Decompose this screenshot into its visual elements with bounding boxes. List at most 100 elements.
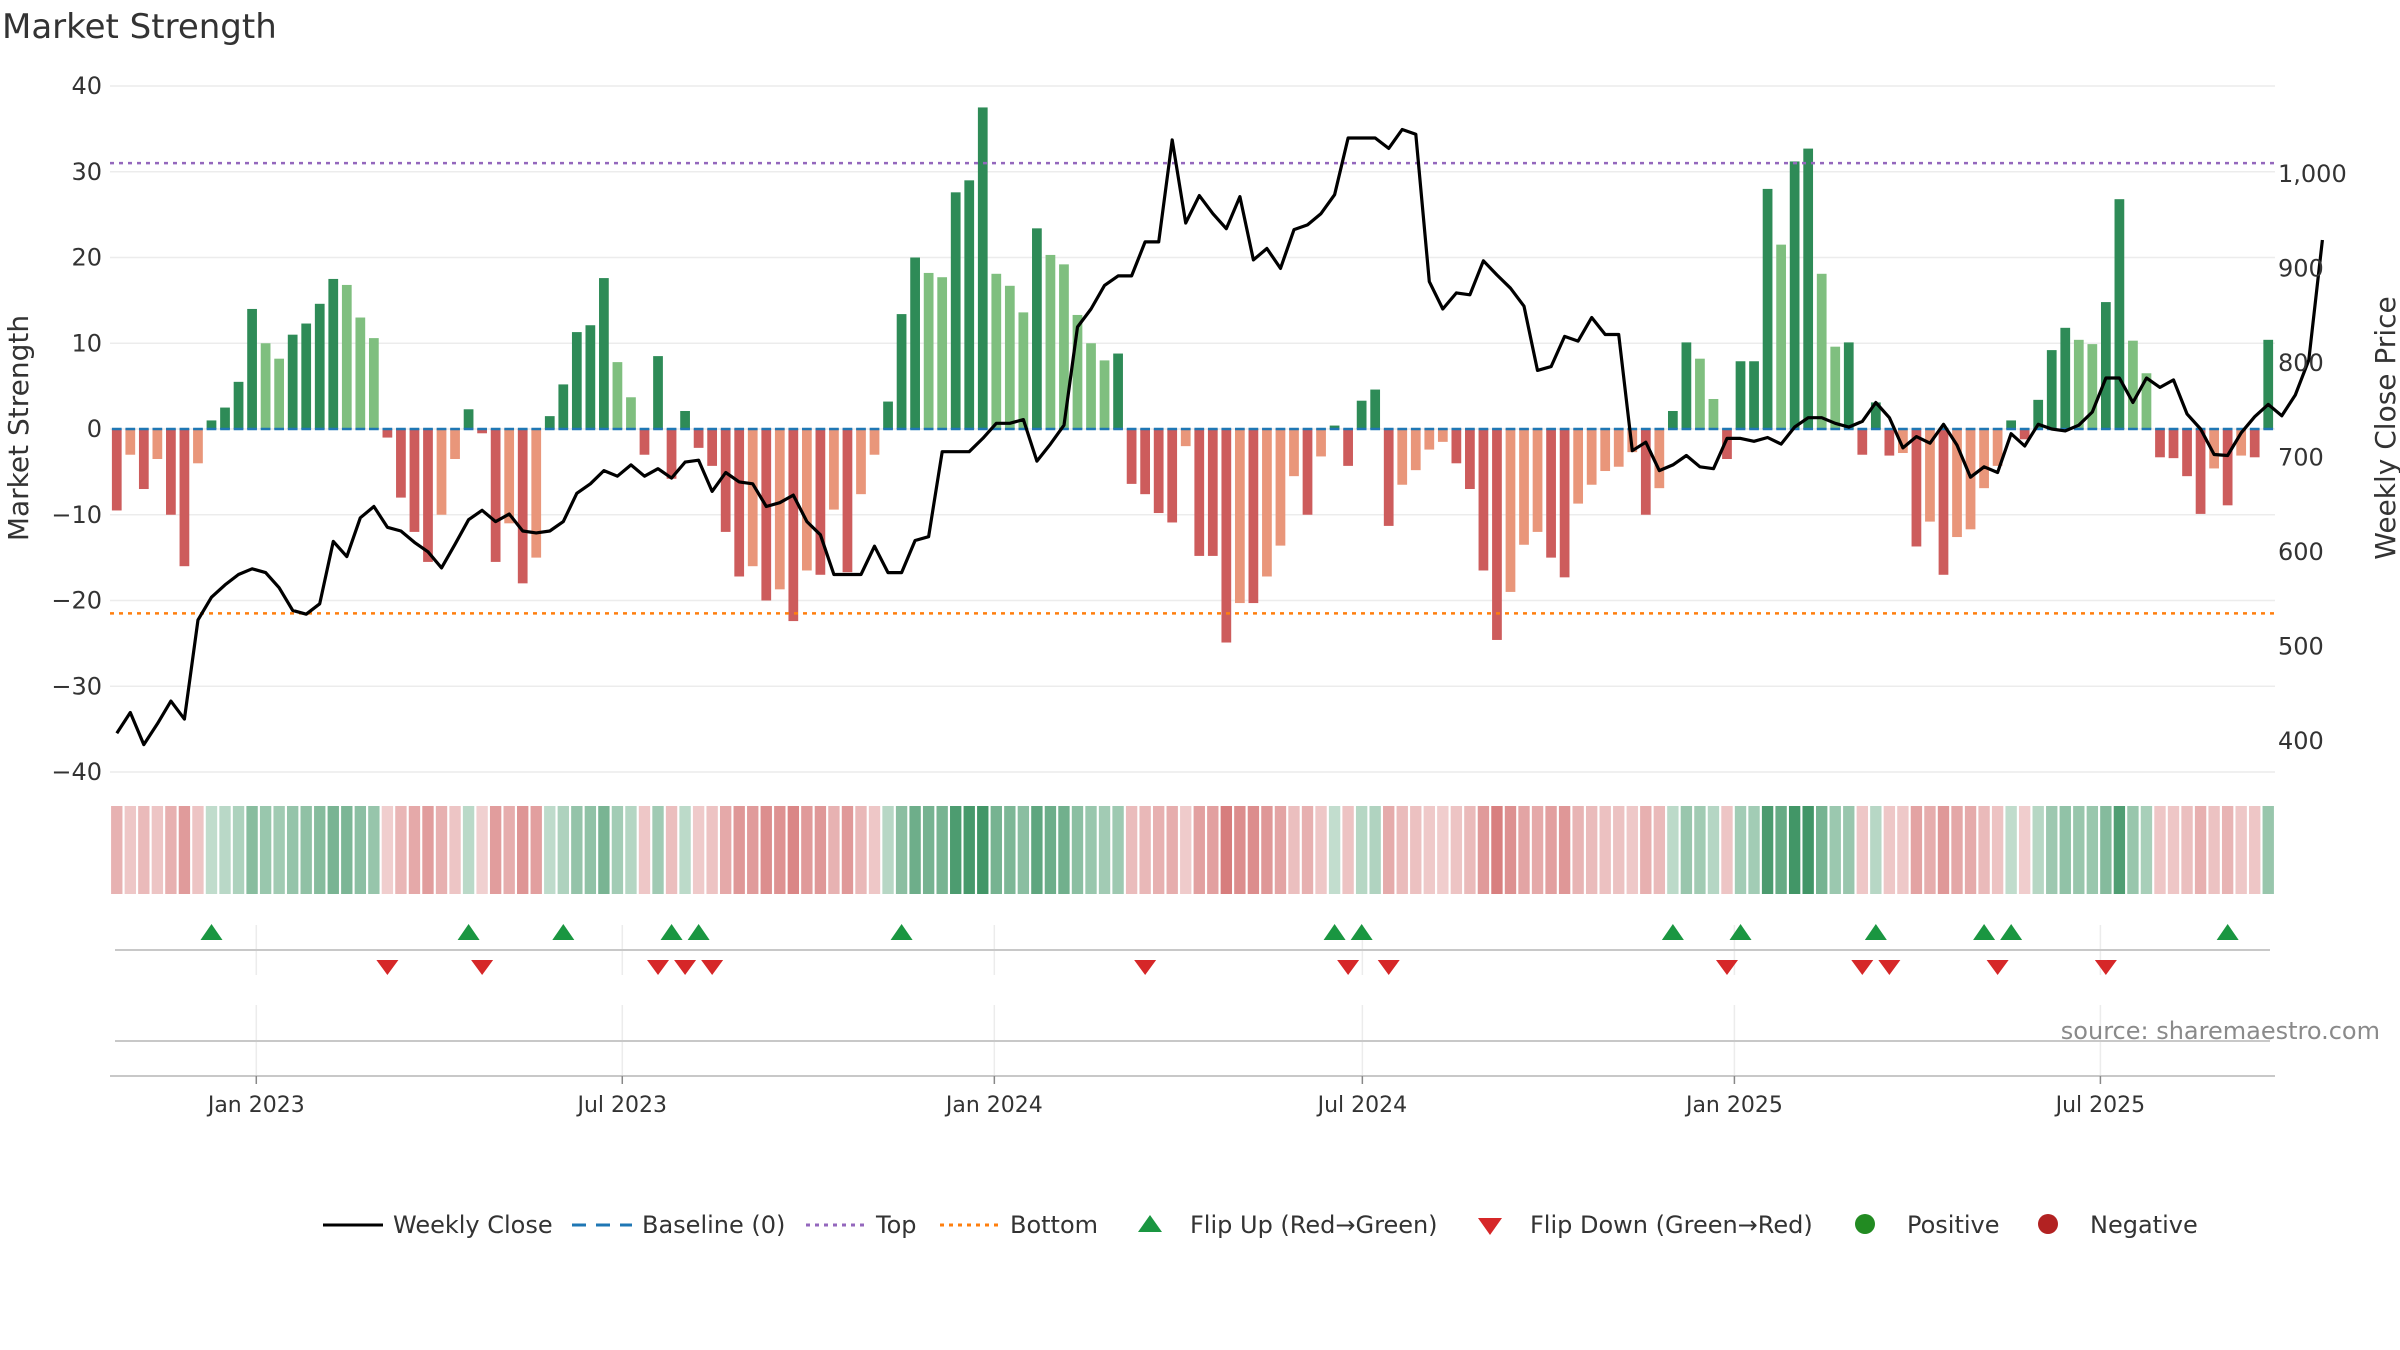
strength-strip-cell (1207, 806, 1219, 894)
strength-bar (1992, 429, 2003, 466)
right-tick-label: 700 (2278, 443, 2324, 471)
strength-bar (1356, 400, 1367, 429)
strength-strip-cell (1802, 806, 1814, 894)
strength-strip-cell (936, 806, 948, 894)
strength-strip-cell (638, 806, 651, 894)
strength-strip-cell (124, 806, 136, 894)
strength-bar (1424, 429, 1435, 450)
strength-strip-cell (1653, 806, 1666, 894)
strength-strip-cell (571, 806, 583, 894)
strength-strip-cell (2032, 806, 2044, 894)
strength-strip-cell (1883, 806, 1896, 894)
strength-strip-cell (990, 806, 1002, 894)
strength-strip-cell (1464, 806, 1476, 894)
strength-bar (517, 429, 528, 584)
strength-bar (1072, 314, 1083, 429)
legend-flip-up: Flip Up (Red→Green) (1138, 1211, 1438, 1239)
legend-negative-swatch (2038, 1214, 2058, 1234)
strength-strip-cell (963, 806, 975, 894)
strength-strip-cell (1964, 806, 1977, 894)
strength-bar (626, 397, 636, 429)
strength-strip-cell (1166, 806, 1178, 894)
strength-strip-cell (598, 806, 610, 894)
strength-bar (1180, 429, 1191, 447)
left-tick-label: 40 (71, 72, 102, 100)
strength-strip-cell (1640, 806, 1652, 894)
strength-strip-cell (205, 806, 218, 894)
strength-bar (220, 407, 230, 429)
strength-strip-cell (1504, 806, 1517, 894)
strength-bar (2141, 373, 2152, 429)
flip-down-marker (2094, 960, 2117, 975)
strength-strip-cell (1626, 806, 1638, 894)
strength-strip-cell (1856, 806, 1868, 894)
left-tick-label: 30 (71, 158, 102, 186)
strength-bar (1234, 429, 1245, 604)
strength-bar (923, 272, 934, 429)
strength-strip-cell (1978, 806, 1990, 894)
strength-strip-cell (1816, 806, 1828, 894)
gridlines (110, 85, 2275, 1077)
strength-bars (111, 107, 2274, 643)
strength-bar (1059, 264, 1069, 429)
strength-bar (1546, 429, 1556, 558)
strength-strip-cell (1748, 806, 1760, 894)
strength-bar (1113, 353, 1123, 429)
strength-bar (707, 429, 718, 466)
strength-bar (1329, 425, 1340, 429)
strength-bar (2236, 429, 2247, 456)
legend-positive: Positive (1855, 1211, 2000, 1239)
strength-bar (1776, 244, 1786, 429)
strength-strip-cell (1545, 806, 1557, 894)
left-tick-label: −40 (51, 758, 102, 786)
strength-bar (544, 416, 555, 429)
strength-bar (2168, 429, 2179, 459)
strength-bar (1032, 228, 1042, 429)
strength-bar (1870, 402, 1881, 429)
strength-strip-cell (2208, 806, 2220, 894)
strength-bar (1613, 429, 1624, 467)
flip-up-marker (1864, 924, 1887, 940)
strength-strip-cell (1910, 806, 1923, 894)
strength-strip-cell (1897, 806, 1909, 894)
strength-strip-cell (841, 806, 854, 894)
strength-strip-cell (1450, 806, 1463, 894)
strength-strip-cell (1058, 806, 1070, 894)
strength-bar (179, 429, 190, 567)
strength-strip-cell (1396, 806, 1408, 894)
legend-bottom: Bottom (940, 1211, 1098, 1239)
flip-down-marker (1986, 960, 2009, 975)
x-tick-label: Jan 2025 (1684, 1093, 1783, 1118)
strength-strip-cell (151, 806, 164, 894)
strength-strip-cell (1044, 806, 1057, 894)
strength-strip-cell (1071, 806, 1084, 894)
strength-bar (2060, 327, 2071, 429)
right-tick-label: 400 (2278, 727, 2324, 755)
strength-bar (260, 343, 271, 429)
strength-strip-cell (1613, 806, 1625, 894)
strength-strip-cell (1383, 806, 1395, 894)
strength-strip-cell (1937, 806, 1950, 894)
strength-bar (1451, 429, 1462, 464)
strength-strip-cell (2005, 806, 2017, 894)
flip-down-marker (1715, 960, 1738, 975)
strength-strip-cell (747, 806, 759, 894)
strength-bar (1167, 429, 1178, 523)
strength-strip-cell (1288, 806, 1300, 894)
strength-bar (1302, 429, 1313, 515)
flip-down-marker (674, 960, 697, 975)
strength-strip-cell (1680, 806, 1693, 894)
strength-strip-cell (1951, 806, 1963, 894)
strength-bar (1370, 389, 1381, 429)
strength-bar (2100, 302, 2111, 429)
strength-strip-cell (300, 806, 312, 894)
strength-bar (1803, 148, 1814, 429)
strength-bar (950, 192, 961, 429)
strength-bar (1884, 429, 1895, 456)
x-axis-ticks: Jan 2023 Jul 2023 Jan 2024 Jul 2024 Jan 2025… (206, 1076, 2145, 1118)
strength-strip-cell (1301, 806, 1314, 894)
strength-strip-cell (544, 806, 556, 894)
strength-bar (1559, 429, 1570, 578)
strength-bar (111, 429, 122, 511)
strength-bar (463, 409, 474, 429)
